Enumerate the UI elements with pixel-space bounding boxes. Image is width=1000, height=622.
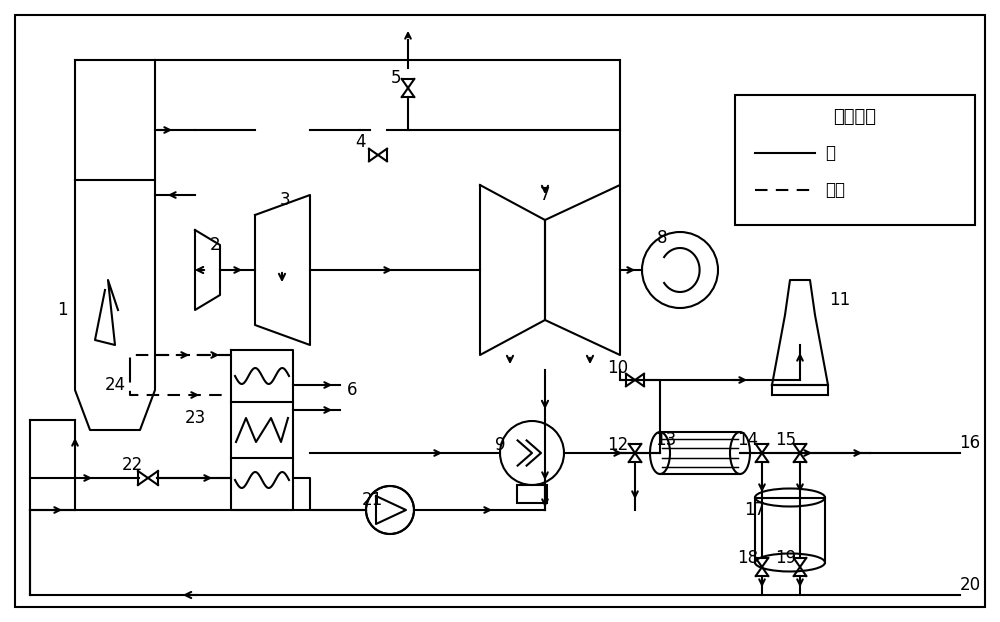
Text: 10: 10 [607, 359, 629, 377]
Text: 19: 19 [775, 549, 797, 567]
Text: 8: 8 [657, 229, 667, 247]
Text: 图例说明: 图例说明 [834, 108, 876, 126]
Bar [735, 95, 975, 225]
Text: 9: 9 [495, 436, 505, 454]
Text: 烟气: 烟气 [825, 181, 845, 199]
Text: 5: 5 [391, 69, 401, 87]
Text: 20: 20 [959, 576, 981, 594]
Text: 21: 21 [361, 491, 383, 509]
Text: 11: 11 [829, 291, 851, 309]
Text: 24: 24 [104, 376, 126, 394]
Text: 13: 13 [655, 431, 677, 449]
Text: 水: 水 [825, 144, 835, 162]
Bar [517, 485, 547, 503]
Text: 7: 7 [540, 186, 550, 204]
Text: 15: 15 [775, 431, 797, 449]
Ellipse shape [755, 488, 825, 506]
Text: 6: 6 [347, 381, 357, 399]
Text: 2: 2 [210, 236, 220, 254]
Text: 22: 22 [121, 456, 143, 474]
Text: 16: 16 [959, 434, 981, 452]
Text: 12: 12 [607, 436, 629, 454]
Text: 23: 23 [184, 409, 206, 427]
Text: 17: 17 [744, 501, 766, 519]
Text: 4: 4 [355, 133, 365, 151]
Text: 18: 18 [737, 549, 759, 567]
Text: 14: 14 [737, 431, 759, 449]
Text: 3: 3 [280, 191, 290, 209]
Text: 1: 1 [57, 301, 67, 319]
